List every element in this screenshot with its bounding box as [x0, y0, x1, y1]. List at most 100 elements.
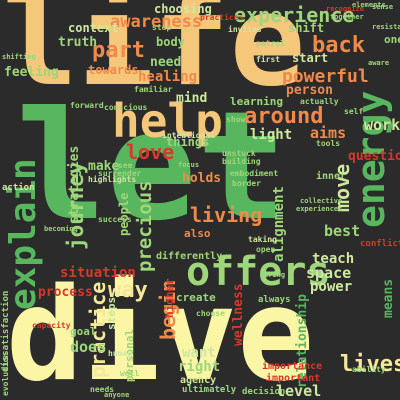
word: always: [258, 295, 291, 305]
word: focus: [178, 161, 200, 169]
word: process: [38, 285, 93, 300]
word: mind: [176, 91, 208, 106]
word: intentional: [162, 131, 215, 140]
word: experience: [234, 3, 355, 27]
word: lives: [340, 352, 400, 377]
word: elements: [352, 1, 386, 9]
word: power: [310, 279, 353, 295]
word: agency: [180, 375, 217, 386]
word: teach: [312, 251, 355, 267]
word: highlights: [88, 175, 137, 184]
word: around: [244, 104, 324, 129]
word: action: [2, 183, 35, 193]
word: choose: [196, 309, 225, 318]
word: embodiment: [230, 169, 279, 178]
word: experiences: [296, 205, 343, 213]
word: light: [250, 127, 293, 143]
word: anyone: [104, 391, 130, 399]
word: level: [276, 382, 322, 400]
word: shift: [288, 21, 325, 35]
word: self: [344, 107, 364, 116]
word: shifting: [2, 53, 36, 61]
word: differently: [156, 251, 223, 262]
word: help: [112, 94, 223, 148]
word: first: [256, 55, 281, 64]
word: person: [286, 83, 333, 98]
word: wellness: [231, 283, 246, 346]
word: higher: [163, 278, 176, 318]
word: success: [98, 215, 132, 224]
word: powerful: [282, 66, 369, 87]
word: steps: [105, 296, 118, 330]
word: means: [381, 278, 396, 318]
word: need: [150, 55, 182, 70]
word: goal: [70, 325, 97, 338]
word: see: [118, 161, 133, 170]
word: important: [266, 373, 321, 384]
word: decision: [242, 387, 286, 397]
word: capacity: [32, 321, 71, 330]
word: does: [70, 338, 107, 356]
word: actually: [300, 97, 339, 106]
word: collective: [300, 197, 343, 205]
word: question: [348, 149, 400, 164]
word: love: [126, 140, 175, 164]
word: learning: [230, 95, 283, 108]
word: forward: [70, 101, 104, 110]
word: start: [292, 51, 329, 65]
word: sense: [372, 3, 394, 11]
word: situation: [60, 265, 136, 281]
word: make: [88, 159, 120, 174]
word: healing: [138, 69, 198, 85]
word: ability: [352, 365, 386, 374]
word: feeling: [4, 65, 59, 80]
word: aware: [368, 59, 390, 67]
word: best: [324, 222, 361, 240]
word: living: [190, 203, 263, 227]
word: human: [108, 349, 133, 358]
word: things: [166, 135, 210, 149]
word: well: [120, 369, 140, 378]
word: practices: [200, 13, 244, 22]
word: part: [92, 38, 145, 63]
word: aims: [310, 124, 347, 142]
word: step: [152, 23, 172, 32]
word: surrender: [98, 169, 142, 178]
word: strategies: [67, 145, 82, 224]
word: body: [156, 35, 185, 49]
word: resistance: [372, 23, 400, 31]
word: towards: [88, 63, 139, 77]
word: way: [108, 278, 148, 303]
word: one: [384, 33, 400, 46]
word: truth: [58, 35, 98, 50]
word: dive: [6, 261, 315, 400]
word: unstuck: [222, 149, 256, 158]
word: building: [222, 157, 261, 166]
word: inner: [316, 171, 347, 182]
word: right: [178, 359, 221, 375]
word: becoming: [44, 225, 78, 233]
word: awareness: [110, 12, 203, 32]
word: importance: [262, 361, 323, 372]
word: let: [16, 80, 287, 254]
word: needs: [90, 385, 115, 394]
word: recognize: [326, 5, 364, 13]
word: taking: [248, 235, 277, 244]
word: back: [312, 33, 365, 58]
word: create: [176, 291, 216, 304]
word: life: [2, 0, 306, 114]
word: familiar: [134, 85, 173, 94]
word: invites: [228, 25, 262, 34]
word: conflict: [360, 239, 400, 249]
word: choosing: [154, 2, 212, 16]
word: offers: [186, 249, 331, 295]
word: together: [330, 13, 364, 21]
word: show: [226, 115, 246, 124]
word: patrol: [256, 39, 285, 48]
word: tools: [316, 139, 341, 148]
word: explain: [3, 158, 44, 310]
word: conscious: [104, 103, 148, 112]
word: evolution: [1, 352, 10, 396]
word: border: [232, 179, 261, 188]
